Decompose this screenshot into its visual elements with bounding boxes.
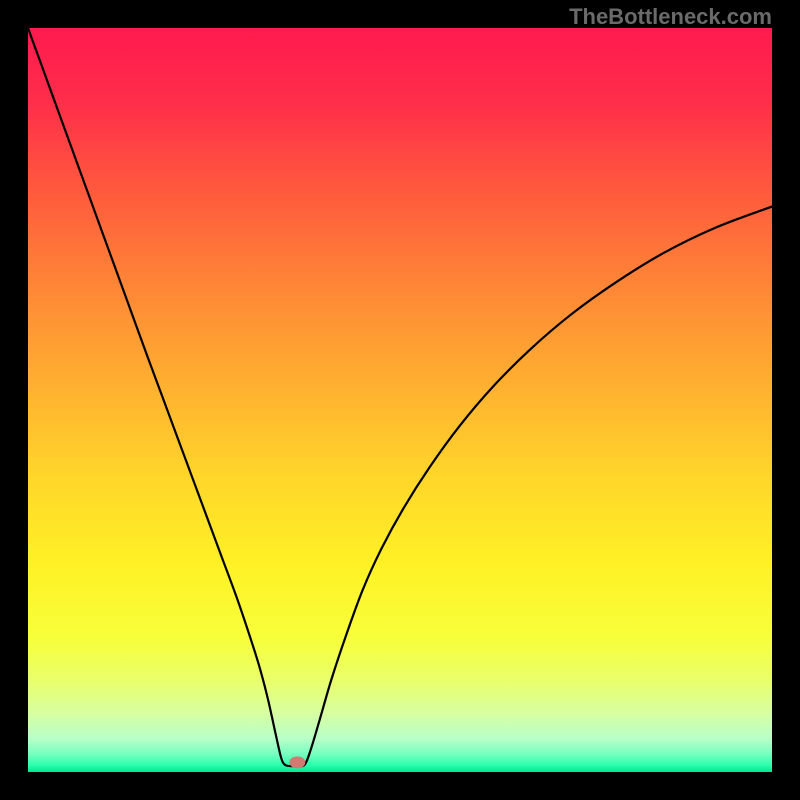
chart-root: TheBottleneck.com bbox=[0, 0, 800, 800]
watermark-text: TheBottleneck.com bbox=[569, 4, 772, 30]
bottleneck-curve bbox=[28, 28, 772, 766]
chart-svg bbox=[28, 28, 772, 772]
plot-area bbox=[28, 28, 772, 772]
optimum-marker bbox=[289, 756, 305, 768]
